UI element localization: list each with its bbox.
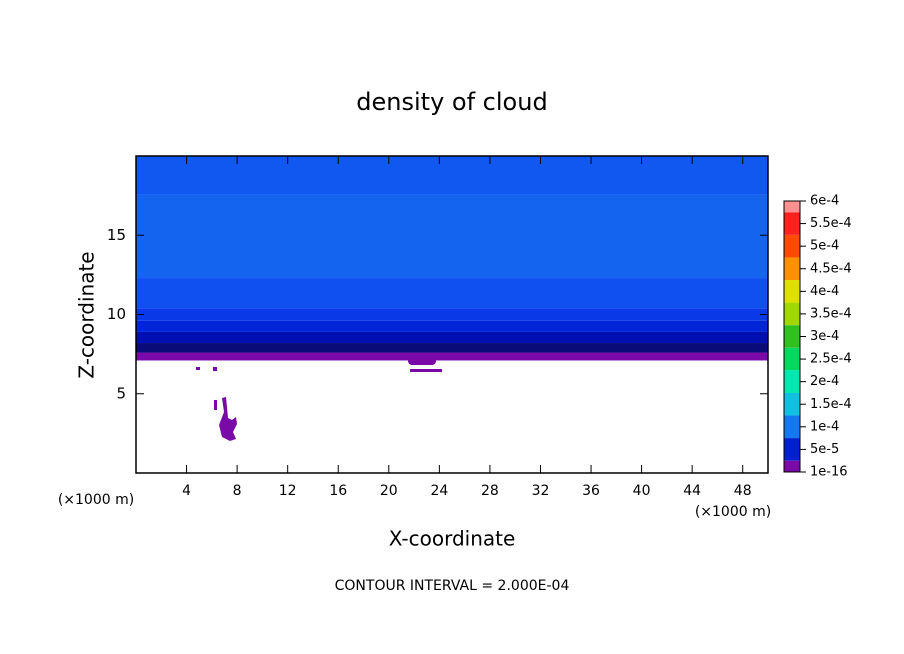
contour-band [136,194,768,279]
y-tick-label: 15 [107,226,126,244]
contour-field [136,156,768,361]
colorbar-label: 2e-4 [810,374,839,389]
chart-title: density of cloud [356,88,547,116]
contour-band [136,278,768,309]
cloud-patch [408,355,436,365]
colorbar-label: 3.5e-4 [810,306,852,321]
colorbar-label: 3e-4 [810,329,839,344]
cloud-patch [410,369,442,372]
x-tick-label: 32 [532,483,550,499]
colorbar-label: 4.5e-4 [810,261,852,276]
colorbar-swatch [784,257,800,281]
colorbar-swatch [784,438,800,461]
colorbar-swatch [784,392,800,416]
cloud-patch [214,400,217,410]
colorbar-swatch [784,325,800,348]
contour-band [136,308,768,321]
contour-band [136,331,768,344]
contour-band [136,156,768,195]
x-tick-label: 36 [582,483,600,499]
colorbar-swatch [784,460,800,472]
x-axis-label: X-coordinate [389,527,516,551]
small-patches [196,355,442,441]
colorbar-label: 1.5e-4 [810,397,852,412]
colorbar-swatch [784,415,800,439]
cloud-patch [213,367,217,371]
colorbar-swatch [784,201,800,213]
colorbar-swatch [784,370,800,393]
contour-band [136,320,768,332]
colorbar-label: 5.5e-4 [810,216,852,231]
x-tick-label: 4 [182,483,191,499]
colorbar-label: 1e-16 [810,465,848,480]
y-tick-label: 5 [116,384,126,402]
y-unit: (×1000 m) [58,492,134,508]
contour-band [136,352,768,361]
x-tick-label: 8 [233,483,242,499]
colorbar-label: 4e-4 [810,284,839,299]
x-tick-label: 40 [633,483,651,499]
x-tick-label: 12 [279,483,297,499]
cloud-patch [196,367,200,370]
colorbar-label: 2.5e-4 [810,352,852,367]
colorbar-swatch [784,234,800,258]
colorbar-swatch [784,347,800,371]
x-tick-label: 48 [734,483,752,499]
x-tick-label: 24 [430,483,448,499]
x-tick-label: 20 [380,483,398,499]
x-tick-label: 16 [329,483,347,499]
colorbar-label: 1e-4 [810,419,839,434]
colorbar-label: 5e-5 [810,442,839,457]
colorbar-swatch [784,280,800,303]
x-tick-label: 28 [481,483,499,499]
x-tick-label: 44 [683,483,701,499]
colorbar-label: 6e-4 [810,194,839,209]
colorbar-swatch [784,302,800,326]
colorbar-swatch [784,212,800,235]
contour-band [136,343,768,353]
y-axis-label: Z-coordinate [75,251,99,378]
x-unit: (×1000 m) [695,504,771,520]
y-tick-label: 10 [107,305,126,323]
colorbar-label: 5e-4 [810,239,839,254]
footnote: CONTOUR INTERVAL = 2.000E-04 [335,578,570,594]
cloud-patch [219,397,237,441]
